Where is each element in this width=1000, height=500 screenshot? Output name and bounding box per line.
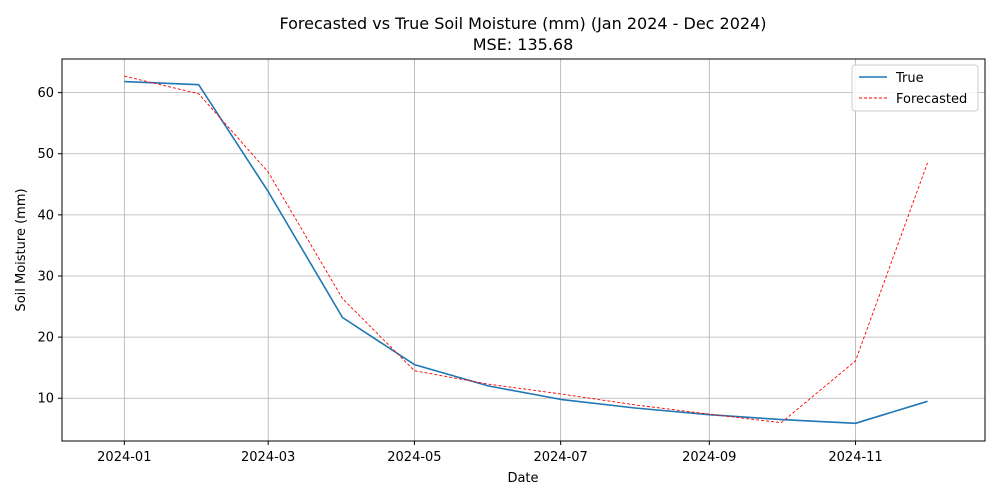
legend: True Forecasted bbox=[851, 64, 979, 112]
y-tick-label: 10 bbox=[37, 392, 54, 407]
y-axis-label: Soil Moisture (mm) bbox=[14, 188, 29, 311]
x-tick-label: 2024-05 bbox=[387, 450, 441, 465]
y-tick-label: 40 bbox=[37, 208, 54, 223]
ticks: 2024-01 2024-03 2024-05 2024-07 2024-09 2024-… bbox=[37, 86, 882, 465]
x-axis-label: Date bbox=[507, 471, 538, 486]
series-layer bbox=[124, 75, 928, 425]
legend-label-forecasted: Forecasted bbox=[896, 92, 967, 107]
y-tick-label: 20 bbox=[37, 331, 54, 346]
x-tick-label: 2024-11 bbox=[828, 450, 882, 465]
x-tick-label: 2024-01 bbox=[97, 450, 151, 465]
legend-label-true: True bbox=[895, 71, 924, 86]
x-tick-label: 2024-03 bbox=[241, 450, 295, 465]
plot-frame bbox=[61, 58, 986, 442]
chart-subtitle: MSE: 135.68 bbox=[473, 35, 574, 54]
chart-title: Forecasted vs True Soil Moisture (mm) (J… bbox=[279, 14, 766, 33]
series-line-true bbox=[124, 80, 928, 425]
x-tick-label: 2024-09 bbox=[682, 450, 736, 465]
x-tick-label: 2024-07 bbox=[533, 450, 587, 465]
y-tick-label: 50 bbox=[37, 147, 54, 162]
series-line-forecasted bbox=[124, 75, 928, 424]
y-tick-label: 60 bbox=[37, 86, 54, 101]
y-tick-label: 30 bbox=[37, 269, 54, 284]
grid bbox=[62, 59, 985, 441]
